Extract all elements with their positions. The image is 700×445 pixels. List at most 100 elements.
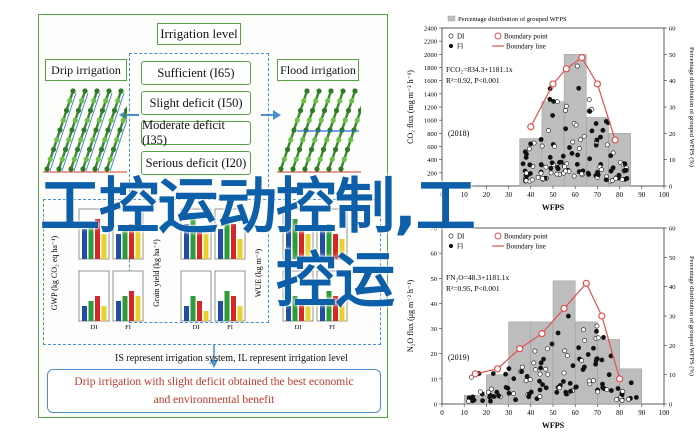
scatter-point [556,385,562,391]
legend-boundary-line-label: Boundary line [506,43,546,51]
plant-leaf [74,146,81,153]
plant-leaf [313,98,319,104]
y-tick-label: 2400 [424,26,437,33]
mini-bar [101,234,107,259]
mini-bar [116,234,121,259]
scatter-point [506,390,512,396]
scatter-point [608,388,614,393]
drip-tape [85,92,113,172]
scatter-point [523,178,529,184]
plant-leaf [80,166,86,172]
boundary-point [471,370,479,378]
graphical-abstract-panel: Irrigation level Sufficient (I65) Slight… [38,14,388,418]
scatter-point [524,373,530,379]
plant-leaf [47,156,53,162]
boundary-point [578,54,586,62]
plant-leaf [106,88,112,94]
legend-fi-marker [448,43,454,49]
plant-leaf [118,88,124,94]
scatter-point [548,170,554,176]
mini-bar [135,229,141,259]
boundary-point [582,279,590,287]
plant-leaf [102,137,108,143]
scatter-point [563,108,568,113]
plant-leaf [337,98,343,104]
scatter-point [585,352,591,357]
plant-leaf [348,137,354,143]
plant-leaf [62,146,69,153]
scatter-point [511,376,517,382]
mini-bar [231,296,236,321]
plant-leaf [59,156,65,162]
scatter-point [614,397,619,402]
y-tick-label: 40 [431,301,438,308]
boundary-point [538,329,546,338]
scatter-point [603,118,609,124]
scatter-point [544,346,550,352]
scatter-point [549,160,555,166]
scatter-point [578,137,583,143]
plant-leaf [312,137,318,143]
x-tick-label: 100 [659,191,670,199]
mini-bar [320,301,325,321]
plant-leaf [354,117,360,123]
drip-tape [61,92,89,172]
mini-bar [224,224,230,259]
y2-tick-label: 60 [669,26,676,33]
scatter-point [575,152,581,158]
scatter-point [466,398,472,404]
scatter-point [594,323,600,329]
mini-bar [122,296,128,321]
scatter-point [594,328,599,334]
x-tick-label: 40 [527,409,535,417]
scatter-point [547,96,553,102]
plant-leaf [293,156,299,162]
mini-bar [129,291,134,321]
level-moderate-deficit: Moderate deficit (I35) [141,118,251,147]
x-tick-label: 90 [638,191,646,199]
plant-leaf [68,166,74,172]
conclusion-line-1: Drip irrigation with slight deficit obta… [74,376,354,388]
scatter-point [582,364,587,370]
plant-leaf [300,137,306,143]
y-tick-label: 0 [434,402,437,409]
plant-leaf [351,127,357,133]
legend-boundary-point-label: Boundary point [504,33,548,41]
scatter-point [600,127,606,133]
plant-leaf [114,137,120,143]
plant-leaf [332,146,339,153]
year-label: (2019) [448,353,470,362]
scatter-point [538,170,544,176]
plant-leaf [318,117,324,123]
scatter-point [532,348,538,354]
plant-leaf [110,146,117,153]
boundary-point [516,345,524,353]
scatter-point [579,358,585,363]
x-tick-label: 40 [527,191,535,199]
plant-leaf [345,107,352,114]
scatter-point [496,393,502,399]
scatter-point [533,367,538,373]
x-axis-label: WFPS [542,421,565,430]
boundary-point [549,80,557,88]
plant-leaf [87,107,94,114]
scatter-point [562,348,568,354]
x-tick-label: 0 [440,191,444,199]
scatter-point [595,335,601,341]
plant-leaf [93,127,99,133]
scatter-point [470,394,476,400]
mini-bar [82,306,87,321]
x-tick-label: 80 [616,191,624,199]
scatter-point [576,146,582,151]
scatter-point [595,170,601,176]
overlay-text-line-1: 工控运动控制,工 [40,172,476,242]
x-tick-label: 80 [616,409,624,417]
scatter-point [538,360,544,366]
conclusion-line-2: and environmental benefit [153,394,275,406]
y-tick-label: 70 [431,226,438,233]
mini-bar [333,296,338,321]
plant-leaf [304,88,310,94]
plant-leaf [69,127,75,133]
scatter-point [562,164,568,170]
mini-bar [339,306,345,321]
